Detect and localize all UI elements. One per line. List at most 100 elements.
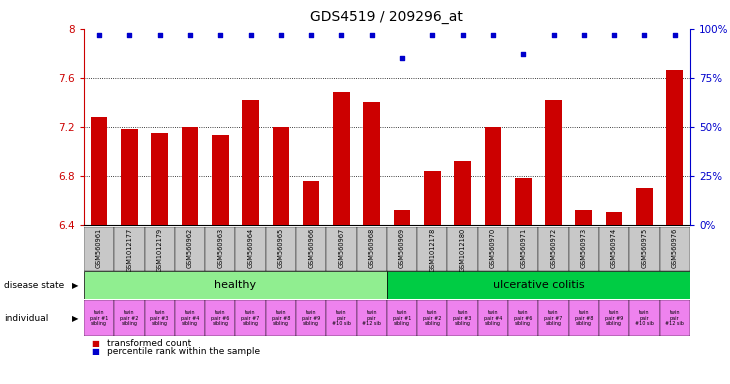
Bar [477, 227, 508, 271]
Text: disease state: disease state [4, 281, 64, 290]
Point [305, 31, 317, 38]
Text: twin
pair
#12 sib: twin pair #12 sib [362, 310, 381, 326]
Bar [242, 100, 259, 225]
Bar [333, 93, 350, 225]
Point [366, 31, 377, 38]
Text: ▶: ▶ [72, 281, 78, 290]
Text: twin
pair #8
sibling: twin pair #8 sibling [272, 310, 290, 326]
Text: transformed count: transformed count [107, 339, 191, 348]
Bar [114, 300, 145, 336]
Text: GSM560965: GSM560965 [278, 228, 284, 268]
Bar [121, 129, 138, 225]
Bar [174, 300, 205, 336]
Bar [235, 300, 266, 336]
Bar [303, 180, 320, 225]
Bar [364, 102, 380, 225]
Bar [266, 300, 296, 336]
Text: GSM560973: GSM560973 [581, 228, 587, 268]
Bar [569, 300, 599, 336]
Text: GSM560974: GSM560974 [611, 228, 617, 268]
Bar [387, 300, 418, 336]
Text: twin
pair #4
sibling: twin pair #4 sibling [484, 310, 502, 326]
Text: twin
pair #6
sibling: twin pair #6 sibling [514, 310, 532, 326]
Bar [569, 227, 599, 271]
Text: GSM560964: GSM560964 [247, 228, 253, 268]
Text: twin
pair #2
sibling: twin pair #2 sibling [120, 310, 139, 326]
Text: GSM560962: GSM560962 [187, 228, 193, 268]
Text: twin
pair #1
sibling: twin pair #1 sibling [90, 310, 108, 326]
Bar [424, 171, 441, 225]
Point [639, 31, 650, 38]
Bar [212, 135, 228, 225]
Bar [447, 227, 477, 271]
Point [487, 31, 499, 38]
Bar [545, 100, 562, 225]
Text: GSM1012179: GSM1012179 [157, 228, 163, 272]
Bar [174, 227, 205, 271]
Bar [151, 133, 168, 225]
Text: GSM1012180: GSM1012180 [460, 228, 466, 272]
Text: ■: ■ [91, 348, 99, 356]
Bar [145, 227, 174, 271]
Bar [296, 227, 326, 271]
Bar [356, 300, 387, 336]
Bar [182, 127, 199, 225]
Text: GSM560971: GSM560971 [520, 228, 526, 268]
Text: individual: individual [4, 314, 48, 323]
Text: GSM560975: GSM560975 [642, 228, 648, 268]
Point [184, 31, 196, 38]
Text: percentile rank within the sample: percentile rank within the sample [107, 348, 261, 356]
Bar [666, 70, 683, 225]
Bar [599, 227, 629, 271]
Bar [659, 300, 690, 336]
Bar [266, 227, 296, 271]
Point [457, 31, 469, 38]
Text: twin
pair
#12 sib: twin pair #12 sib [665, 310, 684, 326]
Text: GSM560976: GSM560976 [672, 228, 677, 268]
Point [245, 31, 256, 38]
Bar [447, 300, 477, 336]
Text: twin
pair #3
sibling: twin pair #3 sibling [453, 310, 472, 326]
Bar [91, 117, 107, 225]
Bar [599, 300, 629, 336]
Text: GSM560970: GSM560970 [490, 228, 496, 268]
Bar [417, 227, 447, 271]
Bar [575, 210, 592, 225]
Text: GDS4519 / 209296_at: GDS4519 / 209296_at [310, 10, 464, 23]
Bar [272, 127, 289, 225]
Bar [508, 300, 538, 336]
Text: GSM1012177: GSM1012177 [126, 228, 132, 272]
Bar [629, 227, 659, 271]
Bar [84, 227, 114, 271]
Bar [145, 300, 174, 336]
Bar [659, 227, 690, 271]
Text: GSM560967: GSM560967 [339, 228, 345, 268]
Text: twin
pair #9
sibling: twin pair #9 sibling [302, 310, 320, 326]
Text: healthy: healthy [215, 280, 256, 290]
Bar [629, 300, 659, 336]
Bar [417, 300, 447, 336]
Text: GSM560969: GSM560969 [399, 228, 405, 268]
Text: twin
pair #8
sibling: twin pair #8 sibling [575, 310, 593, 326]
Bar [114, 227, 145, 271]
Bar [515, 178, 531, 225]
Text: twin
pair
#10 sib: twin pair #10 sib [332, 310, 351, 326]
Bar [235, 227, 266, 271]
Bar [538, 227, 569, 271]
Point [669, 31, 680, 38]
Bar [356, 227, 387, 271]
Bar [477, 300, 508, 336]
Bar [84, 300, 114, 336]
Text: twin
pair #2
sibling: twin pair #2 sibling [423, 310, 442, 326]
Text: twin
pair
#10 sib: twin pair #10 sib [635, 310, 654, 326]
Point [154, 31, 166, 38]
Point [578, 31, 590, 38]
Text: GSM1012178: GSM1012178 [429, 228, 435, 272]
Point [93, 31, 105, 38]
Bar [485, 127, 502, 225]
Bar [326, 227, 356, 271]
Text: twin
pair #6
sibling: twin pair #6 sibling [211, 310, 229, 326]
Text: ■: ■ [91, 339, 99, 348]
Bar [508, 227, 538, 271]
Point [215, 31, 226, 38]
